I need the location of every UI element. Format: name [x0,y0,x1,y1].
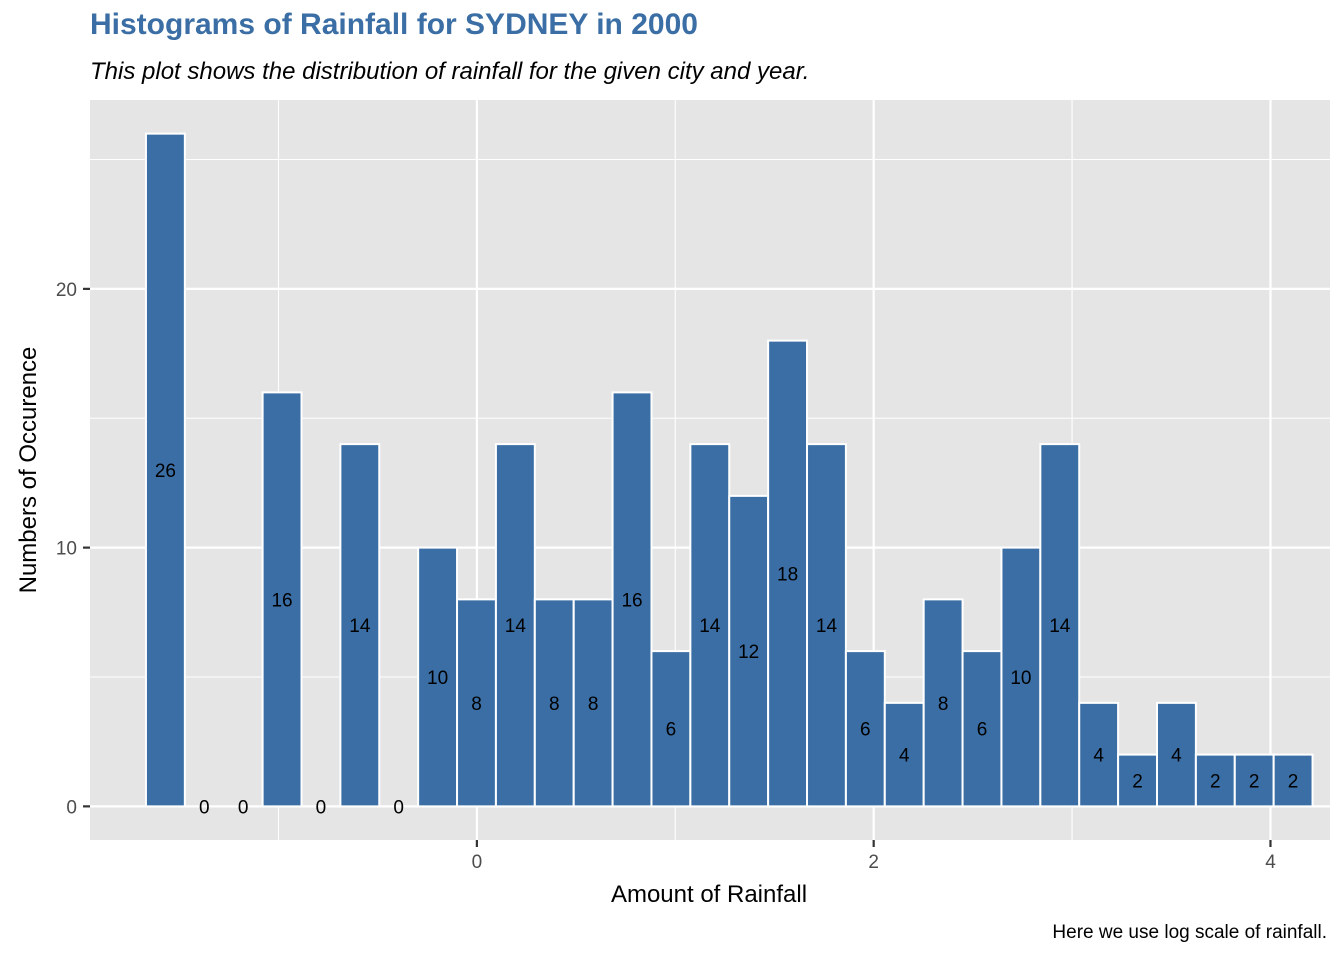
bars [144,132,1314,808]
bar-value-label: 14 [349,616,371,637]
bar-value-label: 10 [427,668,448,689]
chart-subtitle: This plot shows the distribution of rain… [90,58,810,85]
histogram-bar [1078,701,1120,808]
histogram-bar [339,443,381,808]
bar-value-label: 6 [666,720,677,741]
bar-value-label: 8 [549,694,560,715]
bar-value-label: 12 [738,642,759,663]
bar-value-label: 16 [621,590,642,611]
histogram-bar [689,443,731,808]
histogram-bar [1000,546,1042,808]
bar-value-label: 18 [777,564,798,585]
histogram-bar [767,339,809,808]
chart-title: Histograms of Rainfall for SYDNEY in 200… [90,8,698,41]
histogram-bar [1272,753,1314,808]
histogram-bar [1155,701,1197,808]
histogram-bar [883,701,925,808]
histogram-bar [650,650,692,808]
bar-value-label: 10 [1010,668,1031,689]
histogram-bar [417,546,459,808]
bar-value-label: 6 [977,720,988,741]
bar-value-label: 14 [505,616,527,637]
chart-caption: Here we use log scale of rainfall. [1052,922,1327,943]
histogram-bar [922,598,964,808]
bar-value-label: 26 [155,461,176,482]
histogram-bar [844,650,886,808]
bar-value-label: 0 [316,797,327,818]
histogram-bar [806,443,847,808]
histogram-bar [494,443,536,808]
histogram-bar [611,391,653,808]
bar-value-label: 2 [1288,771,1299,792]
bar-value-label: 0 [393,797,404,818]
bar-value-label: 2 [1132,771,1143,792]
y-tick-label: 10 [56,539,77,560]
x-tick-label: 2 [868,852,879,873]
bar-value-label: 14 [816,616,838,637]
bar-value-label: 2 [1249,771,1260,792]
y-tick-label: 20 [56,280,77,301]
bar-labels: 26 0 0 16 0 14 0 10 8 14 8 8 16 6 14 12 18 14 6 4 8 6 10 14 4 2 4 2… [155,461,1299,818]
x-tick-label: 4 [1265,852,1276,873]
bar-value-label: 4 [899,746,910,767]
histogram-bar [1194,753,1236,808]
x-tick-label: 0 [472,852,483,873]
bar-value-label: 6 [860,720,871,741]
bar-value-label: 2 [1210,771,1221,792]
bar-value-label: 4 [1171,746,1182,767]
bar-value-label: 16 [271,590,292,611]
y-axis-label: Numbers of Occurence [15,347,42,594]
bar-value-label: 4 [1093,746,1104,767]
histogram-bar [572,598,614,808]
bar-value-label: 8 [588,694,599,715]
bar-value-label: 8 [938,694,949,715]
histogram-bar [728,494,770,808]
histogram-bar [1039,443,1081,808]
bar-value-label: 14 [699,616,721,637]
bar-value-label: 8 [471,694,482,715]
bar-value-label: 0 [199,797,210,818]
histogram-bar [1117,753,1158,808]
bar-value-label: 0 [238,797,249,818]
histogram-bar [261,391,303,808]
bar-value-label: 14 [1049,616,1071,637]
y-tick-label: 0 [66,797,77,818]
histogram-bar [144,132,186,808]
histogram-bar [456,598,497,808]
x-axis-label: Amount of Rainfall [611,881,807,908]
